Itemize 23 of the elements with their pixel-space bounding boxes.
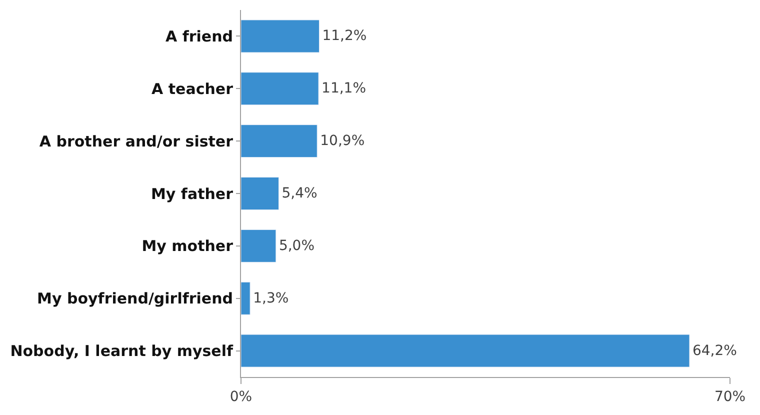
bar [241,282,250,315]
bar [241,72,319,106]
bar [241,177,279,210]
data-label: 11,2% [322,28,367,44]
y-tick-label: Nobody, I learnt by myself [10,342,234,360]
data-label: 1,3% [253,290,289,306]
x-tick-label: 0% [230,388,252,405]
bar [241,124,318,158]
bar [241,334,690,368]
bar [241,229,276,262]
y-tick-label: My mother [142,237,234,256]
data-label: 11,1% [322,80,366,97]
y-tick-label: A friend [166,27,233,46]
y-tick-label: My boyfriend/girlfriend [37,290,233,308]
x-tick-label: 70% [714,388,746,405]
data-label: 5,4% [282,186,318,202]
y-tick-label: A brother and/or sister [39,132,234,150]
data-label: 10,9% [320,133,365,150]
bar [241,20,320,53]
data-label: 64,2% [692,342,737,359]
y-tick-label: A teacher [152,80,234,98]
y-tick-label: My father [151,184,234,203]
data-label: 5,0% [278,238,315,254]
